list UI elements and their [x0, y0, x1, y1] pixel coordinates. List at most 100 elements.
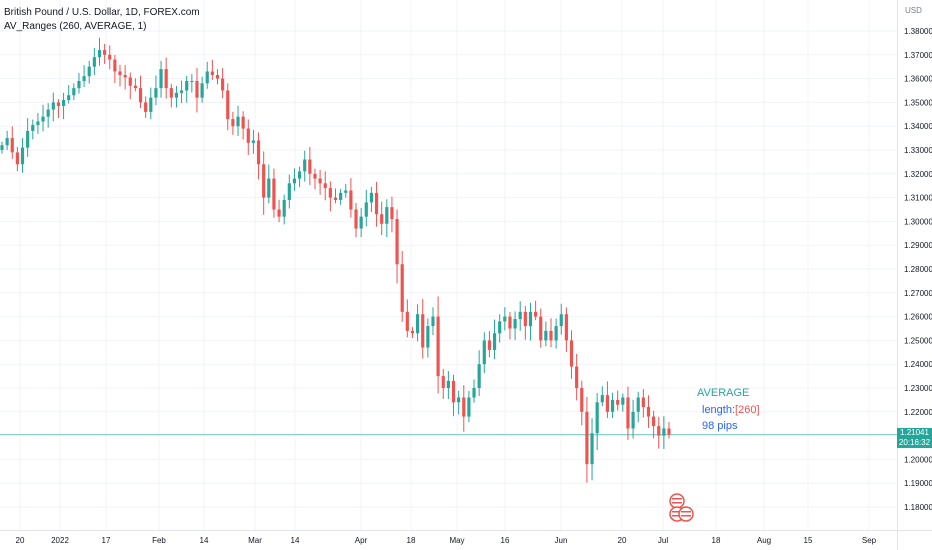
candle: [575, 353, 579, 401]
countdown-timer: 20:16:32: [898, 438, 931, 447]
candle: [277, 199, 281, 223]
candle: [190, 73, 194, 93]
candles: [0, 37, 671, 483]
candle: [200, 76, 204, 103]
candle: [297, 166, 302, 188]
candle: [72, 83, 76, 100]
y-tick-label: 1.20000: [904, 455, 932, 464]
y-tick-label: 1.37000: [904, 51, 932, 60]
candle: [154, 75, 158, 106]
annotation-length-value: [260]: [735, 404, 760, 416]
candle: [339, 188, 343, 205]
x-tick-label: 17: [102, 536, 111, 545]
candle: [657, 416, 661, 449]
x-tick-label: 14: [200, 536, 209, 545]
indicator-label[interactable]: AV_Ranges (260, AVERAGE, 1): [4, 21, 147, 32]
annotation-title: AVERAGE: [697, 387, 750, 399]
candle: [318, 169, 322, 195]
candle: [498, 314, 502, 343]
y-tick-label: 1.23000: [904, 384, 932, 393]
y-tick-label: 1.36000: [904, 75, 932, 84]
candle: [287, 174, 291, 209]
candle: [487, 331, 492, 358]
candle: [441, 368, 445, 399]
candle: [15, 146, 19, 172]
candle: [323, 171, 327, 201]
x-tick-label: Aug: [757, 536, 771, 545]
candle: [26, 118, 30, 157]
candle: [344, 183, 348, 198]
candle: [518, 301, 522, 331]
candle: [159, 60, 163, 98]
candle: [446, 371, 450, 399]
candle: [482, 332, 486, 373]
candle: [349, 178, 353, 218]
candle: [457, 390, 461, 415]
candle: [5, 130, 9, 150]
candle: [503, 307, 507, 331]
candle: [195, 68, 199, 113]
candle: [590, 418, 594, 481]
candle: [246, 119, 250, 155]
candle: [390, 196, 394, 233]
candle: [164, 57, 168, 99]
candle: [374, 181, 379, 227]
candle: [462, 385, 466, 432]
candle: [118, 64, 122, 87]
currency-label: USD: [905, 6, 922, 15]
symbol-title: British Pound / U.S. Dollar, 1D, FOREX.c…: [4, 7, 200, 18]
candle: [477, 350, 481, 396]
candle: [231, 111, 235, 135]
candle: [513, 311, 517, 340]
x-tick-label: 16: [501, 536, 510, 545]
candle: [282, 194, 286, 225]
candle: [646, 395, 651, 428]
candle: [472, 379, 476, 403]
candle: [51, 92, 55, 122]
candle: [251, 129, 255, 154]
candle: [46, 103, 50, 128]
candle: [569, 330, 574, 379]
candle: [241, 111, 245, 140]
candle: [87, 60, 91, 84]
annotation-length-label: length:: [702, 404, 736, 416]
y-tick-label: 1.33000: [904, 146, 932, 155]
candle: [564, 307, 568, 352]
flag-icon[interactable]: [668, 493, 696, 529]
candle: [144, 96, 148, 118]
candle: [549, 318, 553, 348]
y-tick-label: 1.31000: [904, 194, 932, 203]
x-tick-label: Sep: [862, 536, 877, 545]
x-tick-label: May: [449, 536, 464, 545]
y-tick-label: 1.35000: [904, 98, 932, 107]
candle: [82, 65, 86, 87]
candle: [416, 304, 420, 342]
candle: [631, 399, 635, 439]
candle: [559, 303, 563, 335]
candle: [262, 151, 266, 215]
candle: [292, 168, 297, 191]
candle: [626, 386, 630, 440]
y-tick-label: 1.34000: [904, 122, 932, 131]
candle: [0, 141, 4, 154]
candle: [539, 308, 543, 348]
candle: [426, 318, 430, 358]
candle: [10, 126, 14, 159]
last-price-value: 1.21041: [900, 428, 929, 437]
candle: [636, 391, 640, 423]
y-tick-label: 1.25000: [904, 336, 932, 345]
candle: [641, 389, 645, 418]
candle: [333, 188, 338, 204]
x-tick-label: Jul: [658, 536, 668, 545]
candle: [174, 85, 179, 108]
candle: [61, 92, 66, 120]
candle: [179, 80, 184, 104]
candle: [267, 164, 271, 204]
y-tick-label: 1.22000: [904, 408, 932, 417]
candle: [554, 318, 558, 349]
annotation-length: length:[260]: [702, 404, 760, 416]
candle: [31, 119, 35, 140]
candle: [41, 104, 45, 132]
x-tick-label: Apr: [355, 536, 368, 545]
